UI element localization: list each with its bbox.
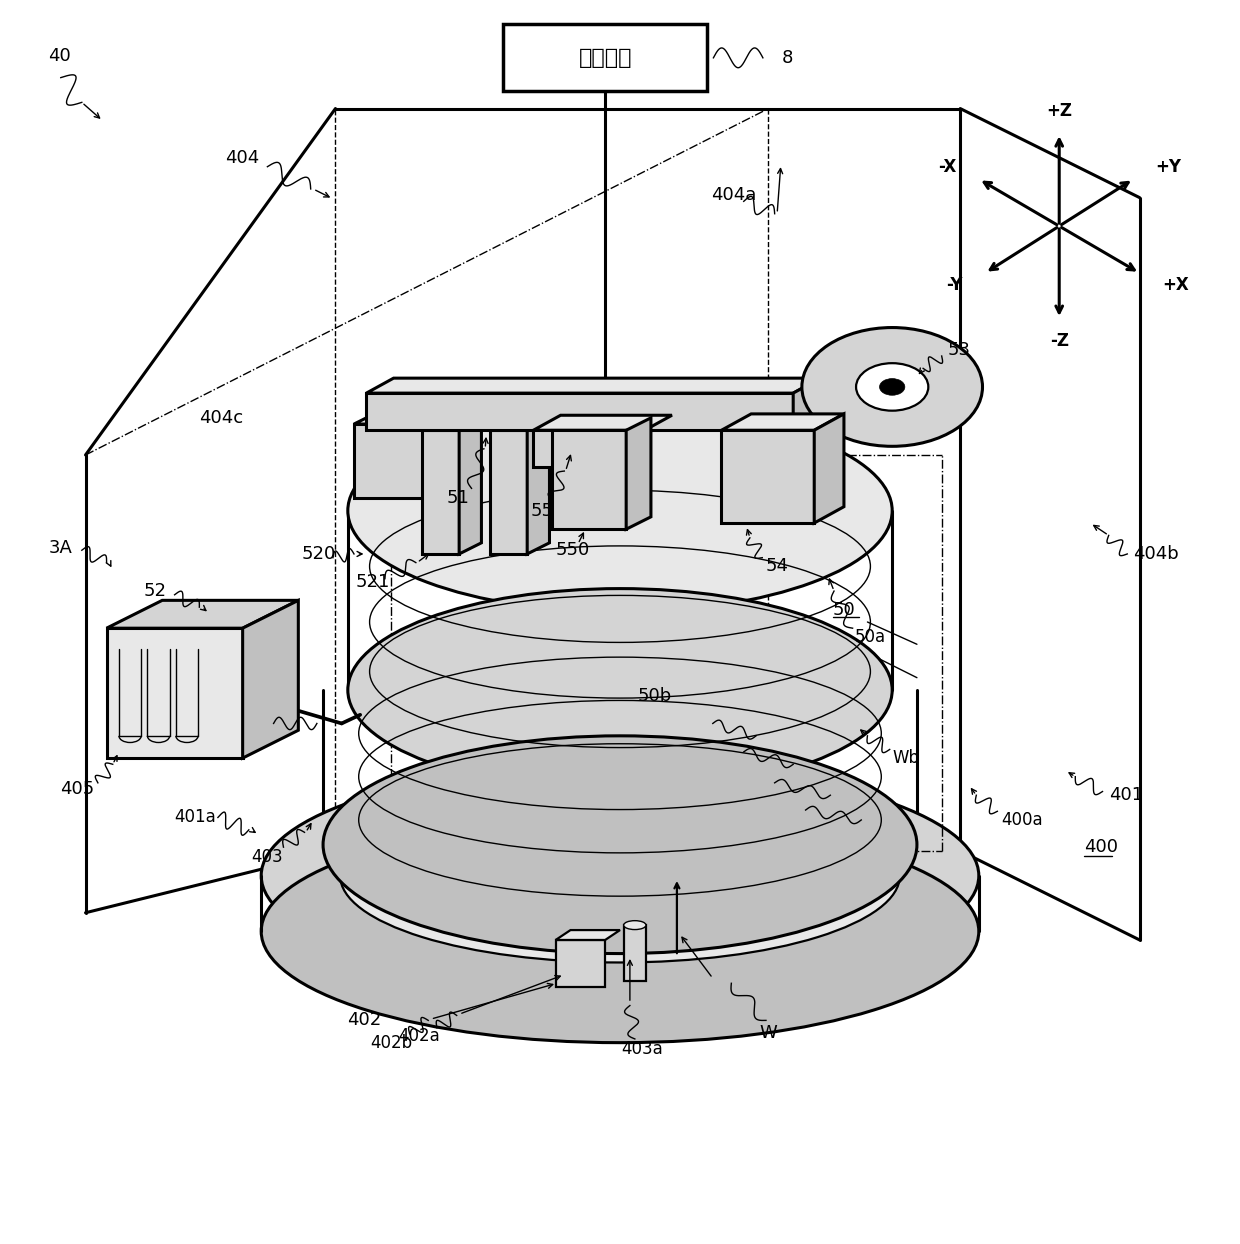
Polygon shape xyxy=(353,424,428,499)
Polygon shape xyxy=(490,419,549,430)
Text: Wb: Wb xyxy=(893,749,919,768)
Polygon shape xyxy=(422,419,481,430)
Ellipse shape xyxy=(324,735,916,954)
Text: 402a: 402a xyxy=(399,1028,440,1045)
Polygon shape xyxy=(722,414,844,430)
Text: 550: 550 xyxy=(556,541,590,560)
Text: W: W xyxy=(760,1024,777,1041)
Text: 54: 54 xyxy=(766,557,789,575)
Text: 52: 52 xyxy=(144,582,166,600)
Text: 55: 55 xyxy=(531,501,554,520)
Text: 50: 50 xyxy=(833,601,856,618)
Text: 53: 53 xyxy=(947,341,971,358)
Text: 检测单元: 检测单元 xyxy=(578,47,632,68)
Polygon shape xyxy=(556,931,620,940)
Polygon shape xyxy=(107,601,299,628)
Polygon shape xyxy=(533,415,672,430)
Ellipse shape xyxy=(262,820,978,1042)
Polygon shape xyxy=(533,430,645,468)
Polygon shape xyxy=(815,414,844,522)
Polygon shape xyxy=(428,411,455,499)
Polygon shape xyxy=(794,378,821,430)
Text: 40: 40 xyxy=(48,47,71,65)
Text: 520: 520 xyxy=(303,545,336,564)
Text: 402: 402 xyxy=(347,1011,381,1029)
Polygon shape xyxy=(490,430,527,554)
Text: -X: -X xyxy=(939,158,956,175)
Polygon shape xyxy=(243,601,299,758)
Text: +X: +X xyxy=(1162,276,1189,295)
Polygon shape xyxy=(626,418,651,529)
Polygon shape xyxy=(624,926,646,980)
Ellipse shape xyxy=(856,363,929,411)
Ellipse shape xyxy=(347,588,893,791)
Text: 404b: 404b xyxy=(1133,545,1179,564)
Text: +Z: +Z xyxy=(1047,102,1073,119)
Text: 8: 8 xyxy=(781,49,792,67)
Ellipse shape xyxy=(340,789,900,963)
Ellipse shape xyxy=(802,327,982,447)
Text: 403a: 403a xyxy=(621,1040,663,1057)
Text: 402b: 402b xyxy=(370,1034,412,1051)
Polygon shape xyxy=(422,430,459,554)
Polygon shape xyxy=(353,411,455,424)
Text: -Y: -Y xyxy=(946,276,962,295)
FancyBboxPatch shape xyxy=(503,25,707,91)
Text: +Y: +Y xyxy=(1156,158,1182,175)
Text: 3A: 3A xyxy=(48,539,72,557)
Ellipse shape xyxy=(262,764,978,986)
Text: 404a: 404a xyxy=(712,187,756,204)
Polygon shape xyxy=(459,419,481,554)
Polygon shape xyxy=(366,378,821,393)
Text: 401: 401 xyxy=(1109,786,1143,804)
Polygon shape xyxy=(527,419,549,554)
Text: 404: 404 xyxy=(226,149,259,167)
Text: 403: 403 xyxy=(252,848,283,866)
Text: 401a: 401a xyxy=(175,809,216,826)
Polygon shape xyxy=(722,430,815,522)
Ellipse shape xyxy=(347,409,893,612)
Ellipse shape xyxy=(624,921,646,929)
Text: -Z: -Z xyxy=(1050,332,1069,350)
Text: 50a: 50a xyxy=(856,628,887,646)
Text: 400: 400 xyxy=(1084,838,1118,856)
Polygon shape xyxy=(552,430,626,529)
Polygon shape xyxy=(366,393,794,430)
Text: 404c: 404c xyxy=(200,409,244,427)
Text: 51: 51 xyxy=(446,489,470,508)
Polygon shape xyxy=(107,628,243,758)
Text: 405: 405 xyxy=(60,780,94,797)
Text: 400a: 400a xyxy=(1001,811,1043,829)
Polygon shape xyxy=(556,940,605,986)
Text: 50b: 50b xyxy=(637,687,672,705)
Text: 521: 521 xyxy=(355,573,389,591)
Ellipse shape xyxy=(879,378,905,396)
